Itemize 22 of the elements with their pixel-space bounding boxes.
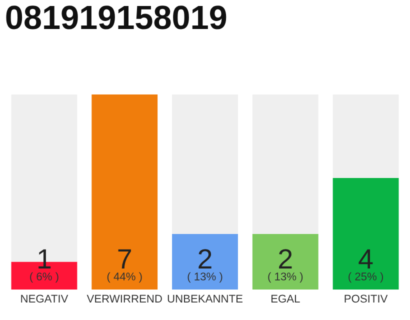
- annotation: ( 13% ): [268, 272, 303, 283]
- data-label: 2: [279, 249, 292, 268]
- x-tick-label: UNBEKANNTE: [168, 294, 242, 303]
- bar: [332, 178, 399, 290]
- x-tick-label: NEGATIV: [21, 294, 68, 303]
- data-label: 4: [358, 249, 373, 268]
- data-label: 7: [118, 249, 131, 268]
- bar: [172, 234, 238, 290]
- chart-title: 081919158019: [6, 6, 226, 30]
- bar: [92, 94, 158, 290]
- x-tick-label: EGAL: [271, 294, 300, 303]
- x-tick-label: POSITIV: [344, 294, 388, 303]
- annotation: ( 6% ): [30, 272, 58, 283]
- x-tick-label: VERWIRREND: [86, 294, 162, 303]
- annotation: ( 25% ): [348, 272, 383, 283]
- annotation: ( 13% ): [188, 272, 222, 283]
- bar: [332, 94, 399, 178]
- annotation: ( 44% ): [107, 272, 142, 283]
- data-label: 2: [198, 249, 212, 268]
- bar: [252, 94, 318, 234]
- bar: [252, 234, 318, 290]
- bar: [172, 94, 238, 234]
